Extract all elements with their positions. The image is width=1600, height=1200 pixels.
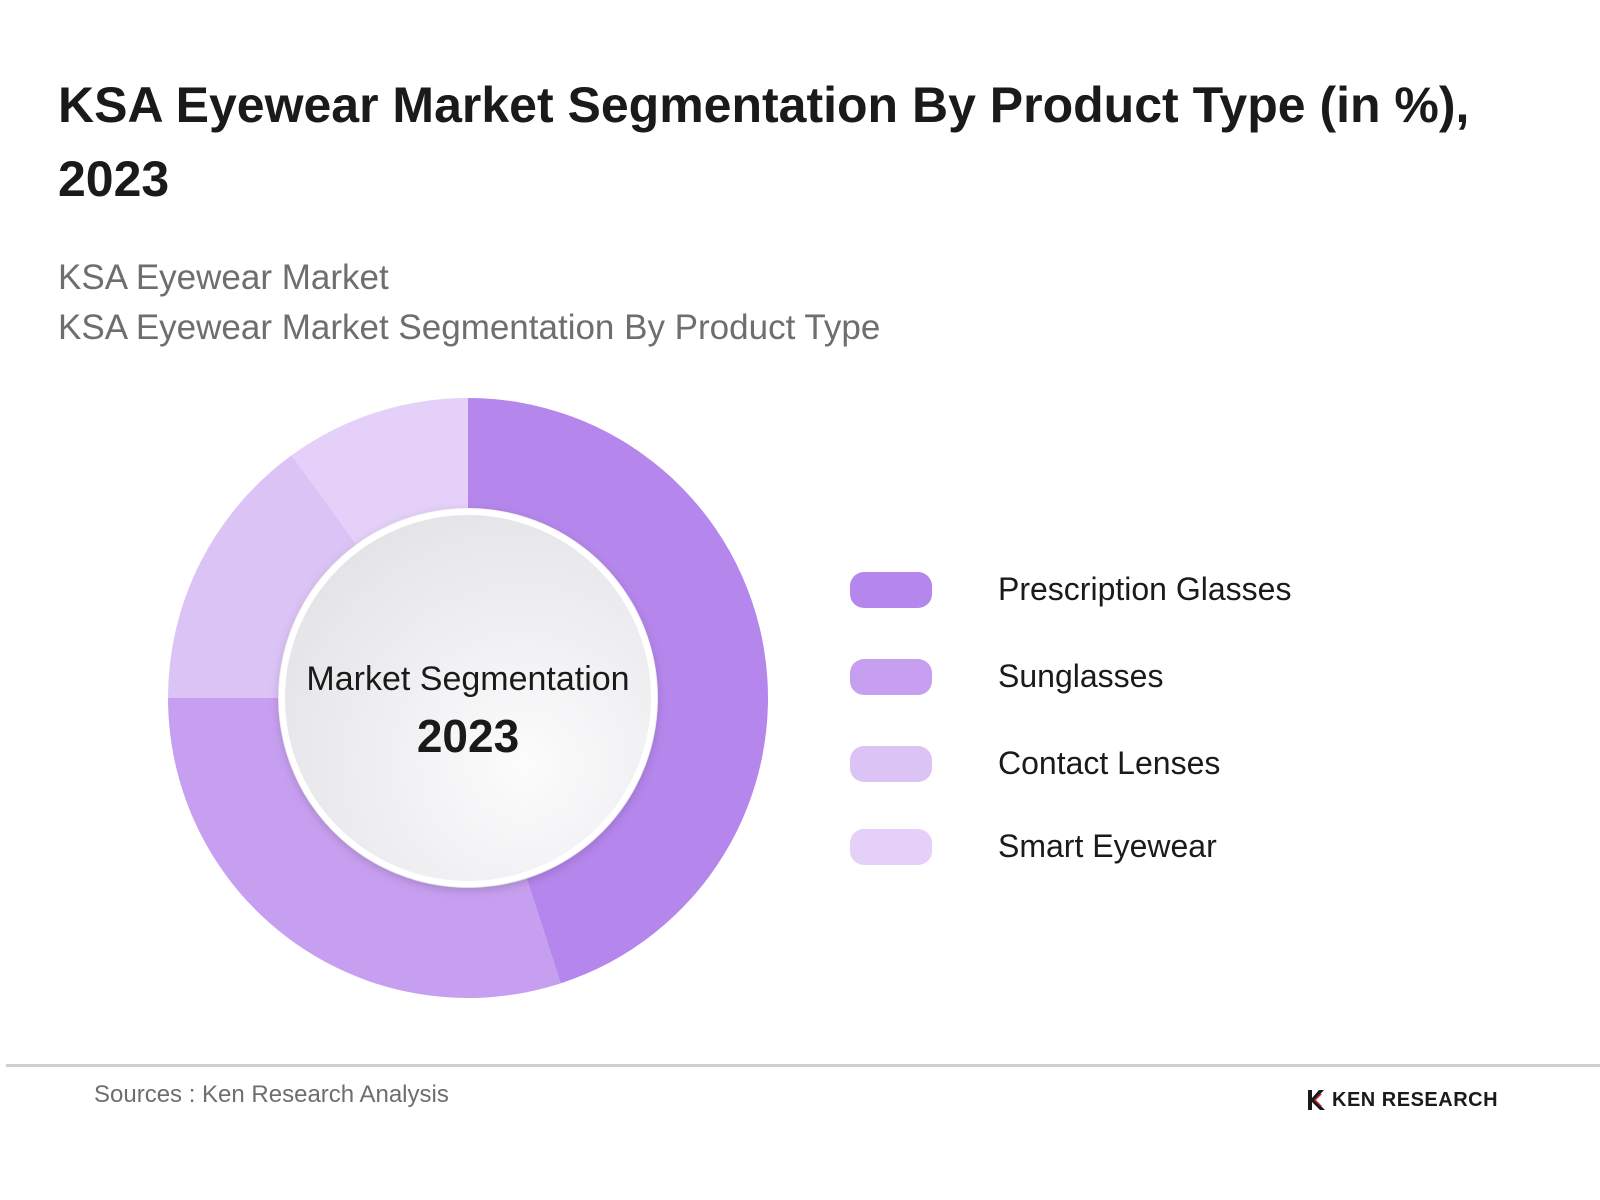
legend-item-prescription-glasses: Prescription Glasses <box>850 570 1550 610</box>
ken-research-logo-icon <box>1308 1090 1325 1110</box>
legend-label: Contact Lenses <box>998 745 1221 781</box>
legend-swatch <box>850 572 932 608</box>
legend-swatch <box>850 829 932 865</box>
legend-label: Sunglasses <box>998 658 1164 694</box>
legend-item-contact-lenses: Contact Lenses <box>850 744 1550 784</box>
donut-center-year: 2023 <box>417 710 519 762</box>
donut-slice-prescription-glasses <box>468 398 768 984</box>
brand-logo: KEN RESEARCH <box>1306 1086 1498 1114</box>
legend-swatch <box>850 659 932 695</box>
legend-item-smart-eyewear: Smart Eyewear <box>850 827 1550 867</box>
donut-center-label: Market Segmentation <box>306 660 629 698</box>
donut-slices <box>168 398 768 998</box>
legend-swatch <box>850 746 932 782</box>
source-note: Sources : Ken Research Analysis <box>94 1081 449 1108</box>
chart-subtitle-segmentation: KSA Eyewear Market Segmentation By Produ… <box>58 308 881 347</box>
donut-center <box>279 509 657 887</box>
brand-name: KEN RESEARCH <box>1332 1088 1499 1111</box>
chart-title: KSA Eyewear Market Segmentation By Produ… <box>58 77 1470 207</box>
donut-slice-smart-eyewear <box>291 398 468 545</box>
footer-divider <box>6 1064 1600 1067</box>
legend-item-sunglasses: Sunglasses <box>850 657 1550 697</box>
donut-slice-sunglasses <box>168 698 561 998</box>
legend-label: Prescription Glasses <box>998 571 1292 607</box>
legend-label: Smart Eyewear <box>998 828 1217 864</box>
chart-subtitle-market: KSA Eyewear Market <box>58 258 389 297</box>
donut-slice-contact-lenses <box>168 455 357 698</box>
